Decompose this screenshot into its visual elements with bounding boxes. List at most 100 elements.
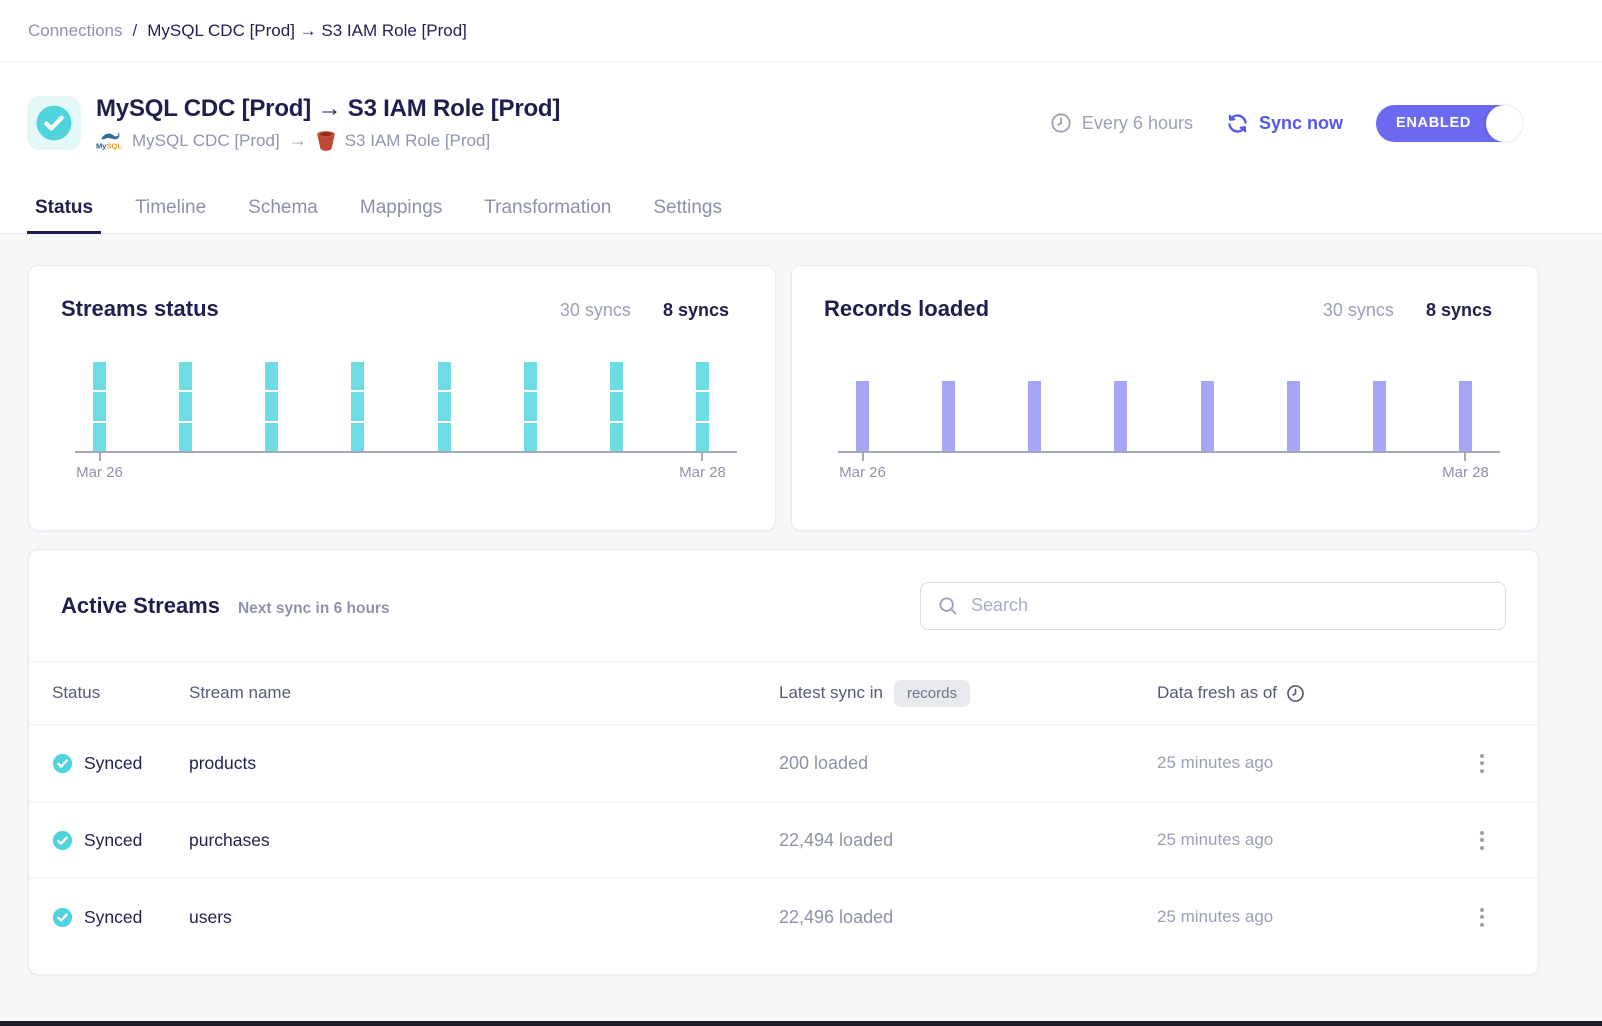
x-axis-tick	[98, 453, 101, 461]
sync-bar[interactable]	[437, 362, 451, 451]
sync-bar[interactable]	[1114, 381, 1128, 451]
mysql-logo-icon: MySQL	[96, 130, 123, 151]
clock-icon	[1050, 112, 1072, 134]
sync-bar[interactable]: Mar 26	[839, 381, 886, 481]
row-menu-button[interactable]	[1462, 902, 1502, 933]
status-content: Streams status 30 syncs 8 syncs Mar 26 Ma…	[0, 234, 1602, 975]
stream-freshness: 25 minutes ago	[1157, 753, 1274, 772]
stream-search	[920, 581, 1506, 630]
x-axis-tick	[701, 453, 704, 461]
search-input[interactable]	[971, 595, 1489, 616]
records-loaded-card: Records loaded 30 syncs 8 syncs Mar 26 Ma…	[791, 265, 1539, 531]
row-menu-button[interactable]	[1462, 825, 1502, 856]
source-to-destination-arrow-icon: →	[288, 130, 307, 150]
sync-bar[interactable]: Mar 28	[1442, 381, 1489, 481]
tab-transformation[interactable]: Transformation	[484, 183, 611, 233]
breadcrumb-current: MySQL CDC [Prod] → S3 IAM Role [Prod]	[147, 21, 467, 40]
col-data-fresh: Data fresh as of	[1157, 683, 1278, 702]
stream-name: products	[189, 752, 257, 773]
next-sync-label: Next sync in 6 hours	[237, 599, 390, 617]
sync-bar[interactable]	[265, 362, 279, 451]
sync-bar[interactable]	[1372, 381, 1386, 451]
stream-status: Synced	[84, 752, 143, 773]
stream-records: 22,496 loaded	[779, 906, 894, 927]
sync-schedule-label: Every 6 hours	[1081, 112, 1193, 133]
s3-bucket-icon	[316, 130, 336, 152]
legend-30-syncs[interactable]: 30 syncs	[1322, 300, 1394, 320]
legend-8-syncs[interactable]: 8 syncs	[1425, 300, 1492, 320]
col-latest-sync: Latest sync in	[779, 683, 883, 702]
streams-status-title: Streams status	[61, 296, 219, 321]
sync-bar[interactable]	[942, 381, 956, 451]
connection-title: MySQL CDC [Prod] → S3 IAM Role [Prod]	[96, 94, 561, 122]
x-axis-label: Mar 28	[1442, 464, 1489, 481]
stream-records: 22,494 loaded	[779, 829, 894, 850]
active-streams-card: Active Streams Next sync in 6 hours Stat…	[28, 549, 1539, 975]
stream-records: 200 loaded	[779, 752, 869, 773]
breadcrumb-separator: /	[132, 21, 138, 40]
sync-bar[interactable]	[1286, 381, 1300, 451]
stream-row-purchases[interactable]: Synced purchases 22,494 loaded 25 minute…	[29, 801, 1538, 878]
col-status: Status	[52, 683, 101, 702]
sync-schedule: Every 6 hours	[1050, 112, 1193, 134]
synced-check-icon	[52, 907, 73, 927]
tab-schema[interactable]: Schema	[248, 183, 318, 233]
connection-enabled-toggle[interactable]: ENABLED	[1376, 104, 1523, 142]
stream-freshness: 25 minutes ago	[1157, 907, 1274, 926]
breadcrumb-connections-link[interactable]: Connections	[28, 21, 123, 40]
sync-bar[interactable]	[609, 362, 623, 451]
sync-bars: Mar 26 Mar 28	[76, 362, 726, 481]
legend-30-syncs[interactable]: 30 syncs	[559, 300, 631, 320]
sync-bars: Mar 26 Mar 28	[839, 364, 1489, 481]
x-axis	[75, 451, 737, 453]
breadcrumb: Connections / MySQL CDC [Prod] → S3 IAM …	[0, 0, 1602, 63]
stream-status: Synced	[84, 906, 143, 927]
tab-timeline[interactable]: Timeline	[135, 183, 206, 233]
sync-bar[interactable]	[179, 362, 193, 451]
stream-row-users[interactable]: Synced users 22,496 loaded 25 minutes ag…	[29, 878, 1538, 955]
x-axis	[838, 451, 1500, 453]
tab-status[interactable]: Status	[26, 183, 102, 234]
stream-name: purchases	[189, 829, 270, 850]
toggle-knob	[1486, 104, 1523, 142]
x-axis-label: Mar 26	[76, 464, 123, 481]
synced-check-icon	[52, 753, 73, 773]
row-menu-button[interactable]	[1462, 748, 1502, 779]
records-unit-badge[interactable]: records	[893, 679, 970, 707]
stream-status: Synced	[84, 829, 143, 850]
tab-settings[interactable]: Settings	[653, 183, 722, 233]
connection-status-check-icon	[27, 96, 81, 150]
sync-bar[interactable]: Mar 28	[679, 362, 726, 481]
stream-name: users	[189, 906, 232, 927]
records-loaded-title: Records loaded	[824, 296, 990, 321]
streams-status-card: Streams status 30 syncs 8 syncs Mar 26 Ma…	[28, 265, 776, 531]
sync-bar[interactable]	[351, 362, 365, 451]
refresh-icon	[1226, 112, 1249, 135]
synced-check-icon	[52, 830, 73, 850]
stream-row-products[interactable]: Synced products 200 loaded 25 minutes ag…	[29, 724, 1538, 801]
sync-now-label: Sync now	[1258, 112, 1343, 133]
records-loaded-chart: Mar 26 Mar 28	[838, 364, 1500, 510]
x-axis-tick	[1464, 453, 1467, 461]
sync-now-button[interactable]: Sync now	[1226, 112, 1343, 135]
x-axis-tick	[861, 453, 864, 461]
bottom-edge-bar	[0, 1021, 1602, 1026]
x-axis-label: Mar 26	[839, 464, 886, 481]
clock-icon	[1286, 684, 1305, 703]
x-axis-label: Mar 28	[679, 464, 726, 481]
sync-bar[interactable]	[1200, 381, 1214, 451]
source-name: MySQL CDC [Prod]	[132, 130, 280, 150]
streams-table-header: Status Stream name Latest sync in record…	[29, 661, 1538, 724]
svg-text:MySQL: MySQL	[96, 141, 122, 150]
tab-mappings[interactable]: Mappings	[360, 183, 442, 233]
toggle-label: ENABLED	[1396, 115, 1471, 131]
legend-8-syncs[interactable]: 8 syncs	[662, 300, 729, 320]
connection-tabs: Status Timeline Schema Mappings Transfor…	[0, 183, 1602, 234]
sync-bar[interactable]	[523, 362, 537, 451]
search-icon	[937, 595, 959, 617]
active-streams-title: Active Streams	[61, 592, 220, 618]
sync-bar[interactable]: Mar 26	[76, 362, 123, 481]
stream-freshness: 25 minutes ago	[1157, 830, 1274, 849]
sync-bar[interactable]	[1028, 381, 1042, 451]
